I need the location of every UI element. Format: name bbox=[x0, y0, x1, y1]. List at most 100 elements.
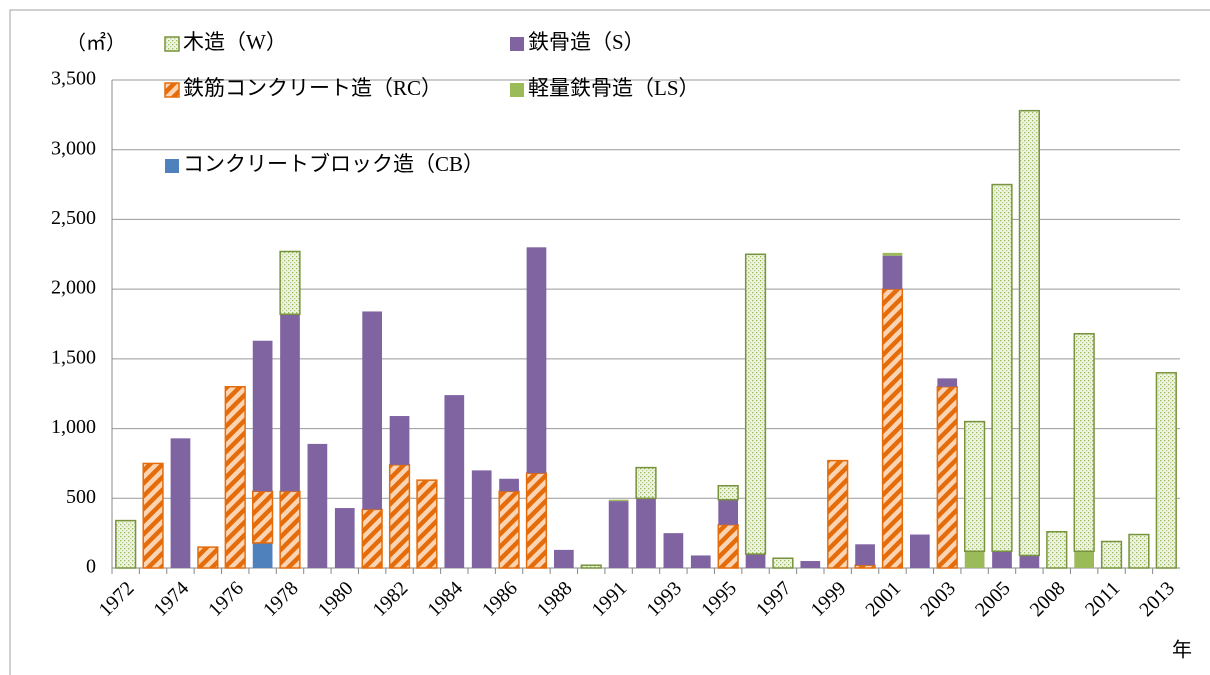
x-tick-label: 1980 bbox=[314, 577, 358, 621]
bar-segment bbox=[1155, 372, 1177, 569]
legend-swatch bbox=[165, 159, 179, 173]
y-tick-label: 500 bbox=[66, 486, 96, 508]
bar-segment bbox=[718, 499, 739, 525]
x-tick-label: 2011 bbox=[1081, 577, 1124, 620]
legend-swatch bbox=[164, 36, 180, 52]
bar-segment bbox=[307, 443, 328, 568]
x-tick-label: 1999 bbox=[807, 577, 851, 621]
bar-segment bbox=[800, 561, 821, 568]
bar-segment bbox=[717, 484, 739, 501]
bar-segment bbox=[252, 490, 274, 544]
bar-segment bbox=[580, 564, 602, 569]
x-tick-label: 1972 bbox=[95, 577, 139, 621]
bar-segment bbox=[882, 252, 903, 256]
bar-segment bbox=[471, 470, 492, 568]
legend-label: 鉄筋コンクリート造（RC） bbox=[183, 76, 442, 100]
legend-swatch bbox=[510, 83, 524, 97]
bar-segment bbox=[334, 508, 355, 568]
bar-segment bbox=[526, 247, 547, 474]
x-tick-label: 2005 bbox=[971, 577, 1015, 621]
bar-segment bbox=[690, 555, 711, 568]
bar-segment bbox=[992, 551, 1012, 568]
bar-segment bbox=[362, 311, 383, 510]
bar-segment bbox=[197, 546, 219, 569]
bar-segment bbox=[772, 557, 794, 569]
bar-segment bbox=[279, 490, 301, 569]
y-tick-label: 2,500 bbox=[51, 207, 96, 229]
bar-segment bbox=[1073, 333, 1095, 553]
bar-segment bbox=[252, 340, 273, 492]
x-tick-label: 2003 bbox=[916, 577, 960, 621]
x-tick-label: 1988 bbox=[533, 577, 577, 621]
bar-segment bbox=[608, 501, 629, 568]
x-tick-label: 1974 bbox=[149, 577, 193, 621]
legend-label: コンクリートブロック造（CB） bbox=[183, 152, 484, 176]
bar-segment bbox=[991, 183, 1013, 553]
y-tick-label: 1,000 bbox=[51, 416, 96, 438]
bar-segment bbox=[1018, 109, 1040, 557]
bar-segment bbox=[663, 533, 684, 568]
bar-segment bbox=[717, 524, 739, 569]
legend-swatch bbox=[510, 37, 524, 51]
bar-segment bbox=[553, 549, 574, 568]
bar-segment bbox=[636, 498, 656, 568]
bar-segment bbox=[388, 464, 411, 569]
bar-segment bbox=[1100, 540, 1123, 569]
bar-segment bbox=[635, 466, 657, 500]
bar-segment bbox=[444, 395, 465, 568]
bar-segment bbox=[499, 478, 519, 492]
bar-segment bbox=[389, 416, 410, 465]
bar-segment bbox=[1128, 533, 1150, 569]
bar-segment bbox=[279, 250, 301, 315]
legend-label: 軽量鉄骨造（LS） bbox=[528, 76, 700, 100]
bar-segment bbox=[416, 479, 438, 569]
bar-segment bbox=[280, 314, 300, 492]
y-tick-label: 1,500 bbox=[51, 346, 96, 368]
legend-label: 鉄骨造（S） bbox=[528, 30, 645, 54]
bar-segment bbox=[525, 472, 548, 569]
bar-segment bbox=[115, 519, 137, 569]
bar-segment bbox=[498, 490, 520, 569]
x-tick-label: 1978 bbox=[259, 577, 303, 621]
x-tick-label: 1986 bbox=[478, 577, 522, 621]
bar-segment bbox=[170, 438, 191, 568]
bar-segment bbox=[937, 378, 958, 387]
bar-segment bbox=[361, 508, 383, 569]
x-tick-label: 1984 bbox=[423, 577, 467, 621]
bar-segment bbox=[745, 554, 766, 568]
y-tick-label: 3,000 bbox=[51, 137, 96, 159]
bar-segment bbox=[1074, 551, 1095, 568]
bar-segment bbox=[964, 551, 985, 568]
bar-segment bbox=[827, 459, 849, 569]
y-tick-label: 0 bbox=[86, 556, 96, 578]
x-tick-label: 2013 bbox=[1135, 577, 1179, 621]
x-tick-label: 1991 bbox=[588, 577, 632, 621]
bar-segment bbox=[1046, 530, 1068, 569]
frame bbox=[9, 9, 1210, 675]
bar-segment bbox=[909, 534, 930, 568]
x-tick-label: 1997 bbox=[752, 577, 796, 621]
legend-label: 木造（W） bbox=[183, 30, 287, 54]
bar-segment bbox=[882, 255, 903, 290]
bar-segment bbox=[936, 385, 958, 569]
bar-segment bbox=[224, 385, 246, 569]
bar-segment bbox=[142, 462, 164, 569]
x-tick-label: 2001 bbox=[861, 577, 905, 621]
bar-segment bbox=[855, 544, 875, 566]
y-axis-label: （㎡） bbox=[66, 31, 126, 55]
x-tick-label: 1993 bbox=[642, 577, 686, 621]
bar-segment bbox=[964, 420, 986, 553]
legend-swatch bbox=[164, 82, 180, 98]
bar-segment bbox=[1019, 555, 1040, 568]
bar-segment bbox=[744, 253, 767, 555]
x-tick-label: 1976 bbox=[204, 577, 248, 621]
bar-segment bbox=[854, 564, 876, 569]
x-tick-label: 1995 bbox=[697, 577, 741, 621]
y-tick-label: 3,500 bbox=[51, 68, 96, 90]
bar-segment bbox=[881, 288, 904, 569]
x-tick-label: 1982 bbox=[368, 577, 412, 621]
x-axis-label: 年 bbox=[1172, 639, 1192, 662]
bar-segment bbox=[252, 542, 273, 568]
y-tick-label: 2,000 bbox=[51, 277, 96, 299]
